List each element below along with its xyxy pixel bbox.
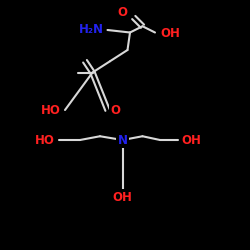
Text: OH: OH xyxy=(160,27,180,40)
Text: O: O xyxy=(118,6,128,19)
Text: HO: HO xyxy=(42,104,61,117)
Text: OH: OH xyxy=(112,191,132,204)
Text: N: N xyxy=(118,134,128,146)
Text: HO: HO xyxy=(34,134,54,146)
Text: OH: OH xyxy=(182,134,202,146)
Text: O: O xyxy=(111,104,121,117)
Text: H₂N: H₂N xyxy=(79,23,104,36)
